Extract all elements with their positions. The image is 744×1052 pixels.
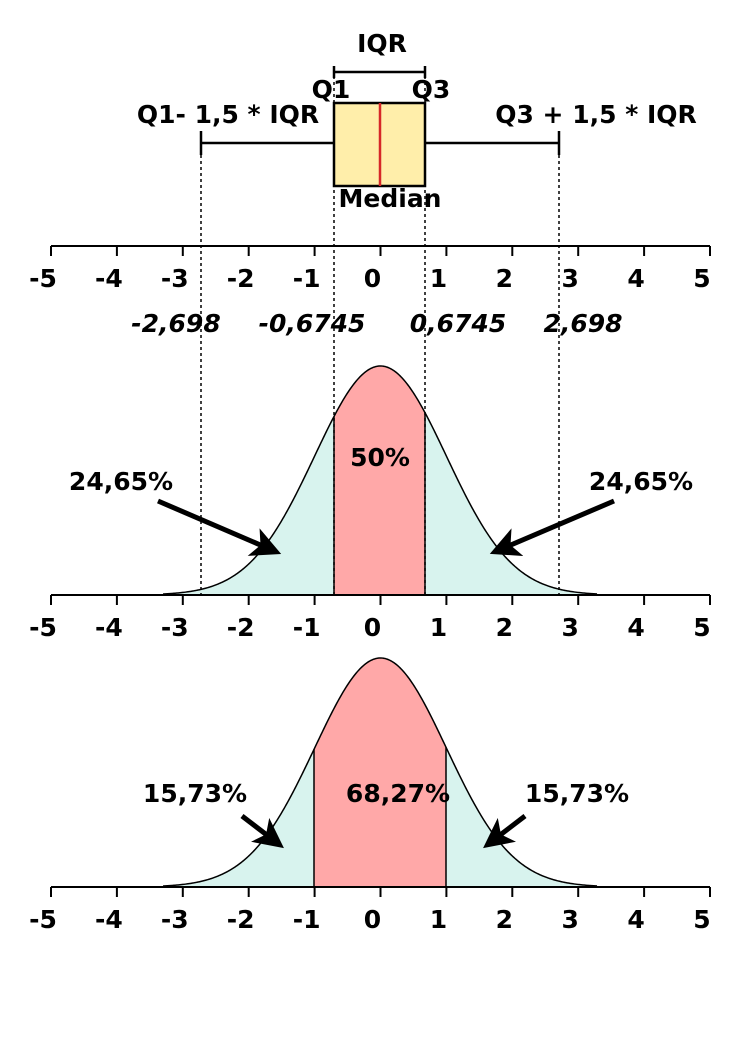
percent-label: 24,65%	[589, 467, 693, 496]
tick-label: -3	[161, 613, 189, 642]
tick-label: -1	[293, 264, 321, 293]
quantile-label: 0,6745	[410, 309, 506, 338]
percent-label: 15,73%	[525, 779, 629, 808]
tick-label: 2	[496, 905, 513, 934]
arrow	[240, 814, 284, 849]
tick-label: -1	[293, 905, 321, 934]
percent-label: 50%	[350, 443, 410, 472]
tail-area	[163, 749, 314, 887]
tick-label: 3	[561, 264, 578, 293]
tick-label: -4	[95, 264, 123, 293]
tick-label: -4	[95, 905, 123, 934]
arrow	[483, 814, 527, 849]
tick-label: 2	[496, 613, 513, 642]
percent-label: 24,65%	[69, 467, 173, 496]
tick-label: -3	[161, 264, 189, 293]
tick-label: 3	[561, 905, 578, 934]
density-curve	[162, 657, 598, 887]
tick-label: 1	[430, 264, 447, 293]
tick-label: 1	[430, 613, 447, 642]
tick-label: -1	[293, 613, 321, 642]
tick-label: -2	[227, 264, 255, 293]
tick-label: 4	[627, 613, 644, 642]
arrow	[157, 498, 282, 556]
tick-label: 1	[430, 905, 447, 934]
tail-area	[163, 416, 334, 595]
label: IQR	[357, 29, 407, 58]
tick-label: 0	[364, 613, 381, 642]
tick-label: 0	[364, 264, 381, 293]
percent-label: 15,73%	[143, 779, 247, 808]
arrow	[489, 498, 615, 556]
label: Q1- 1,5 * IQR	[137, 100, 319, 129]
percent-label: 68,27%	[346, 779, 450, 808]
label: Q1	[312, 75, 351, 104]
tick-label: -5	[29, 905, 57, 934]
center-area	[334, 366, 425, 595]
tail-area	[425, 412, 598, 595]
label: Median	[339, 184, 442, 213]
density-curve	[162, 365, 598, 595]
tick-label: 5	[693, 264, 710, 293]
tick-label: -2	[227, 613, 255, 642]
quantile-label: -2,698	[131, 309, 220, 338]
quantile-label: -0,6745	[259, 309, 366, 338]
tick-label: -5	[29, 613, 57, 642]
tick-label: 2	[496, 264, 513, 293]
tick-label: -3	[161, 905, 189, 934]
tick-label: 4	[627, 264, 644, 293]
center-area	[314, 658, 446, 887]
tick-label: -4	[95, 613, 123, 642]
tick-label: 4	[627, 905, 644, 934]
tick-label: 5	[693, 905, 710, 934]
tick-label: 3	[561, 613, 578, 642]
label: Q3 + 1,5 * IQR	[495, 100, 697, 129]
tail-area	[446, 747, 598, 887]
tick-label: 5	[693, 613, 710, 642]
quantile-label: 2,698	[543, 309, 622, 338]
label: Q3	[412, 75, 451, 104]
tick-label: -5	[29, 264, 57, 293]
tick-label: -2	[227, 905, 255, 934]
tick-label: 0	[364, 905, 381, 934]
